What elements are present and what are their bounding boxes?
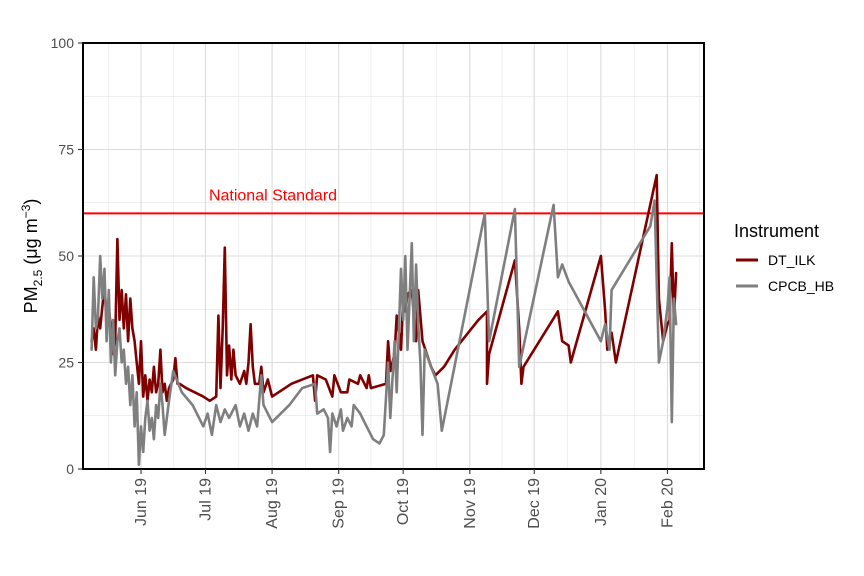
x-tick-label: Dec 19 — [526, 478, 543, 529]
x-tick-label: Sep 19 — [331, 478, 348, 529]
y-axis-title-main: PM — [21, 286, 41, 313]
x-axis: Jun 19 Jul 19 Aug 19 Sep 19 Oct 19 Nov 19 Dec … — [133, 469, 676, 529]
x-tick-label: Aug 19 — [264, 478, 281, 529]
y-axis: 0 25 50 75 100 — [51, 35, 83, 477]
y-axis-title-units-superscript: −3 — [19, 204, 33, 218]
x-tick-label: Nov 19 — [462, 478, 479, 529]
y-axis-title-subscript: 2.5 — [31, 269, 45, 286]
series-lines — [90, 173, 678, 467]
x-tick-label: Feb 20 — [659, 478, 676, 528]
y-axis-title: PM2.5 (μg m−3) — [19, 199, 45, 314]
series-line-cpcb-hb — [90, 199, 678, 467]
legend: Instrument DT_ILK CPCB_HB — [734, 221, 834, 294]
y-tick-label: 0 — [66, 461, 74, 477]
y-tick-label: 100 — [51, 35, 75, 51]
national-standard-label: National Standard — [209, 187, 337, 204]
legend-label-dt-ilk: DT_ILK — [768, 252, 816, 268]
legend-label-cpcb-hb: CPCB_HB — [768, 278, 834, 294]
x-tick-label: Oct 19 — [395, 478, 412, 525]
y-axis-title-units-close: ) — [21, 199, 41, 205]
y-tick-label: 75 — [58, 142, 74, 158]
legend-title: Instrument — [734, 221, 819, 241]
x-tick-label: Jan 20 — [593, 478, 610, 526]
x-tick-label: Jul 19 — [197, 478, 214, 521]
national-standard-reference: National Standard — [83, 187, 704, 215]
y-tick-label: 25 — [58, 355, 74, 371]
y-axis-title-units: (μg m — [21, 218, 41, 269]
y-tick-label: 50 — [58, 248, 74, 264]
x-tick-label: Jun 19 — [133, 478, 150, 526]
grid-lines — [83, 42, 704, 470]
